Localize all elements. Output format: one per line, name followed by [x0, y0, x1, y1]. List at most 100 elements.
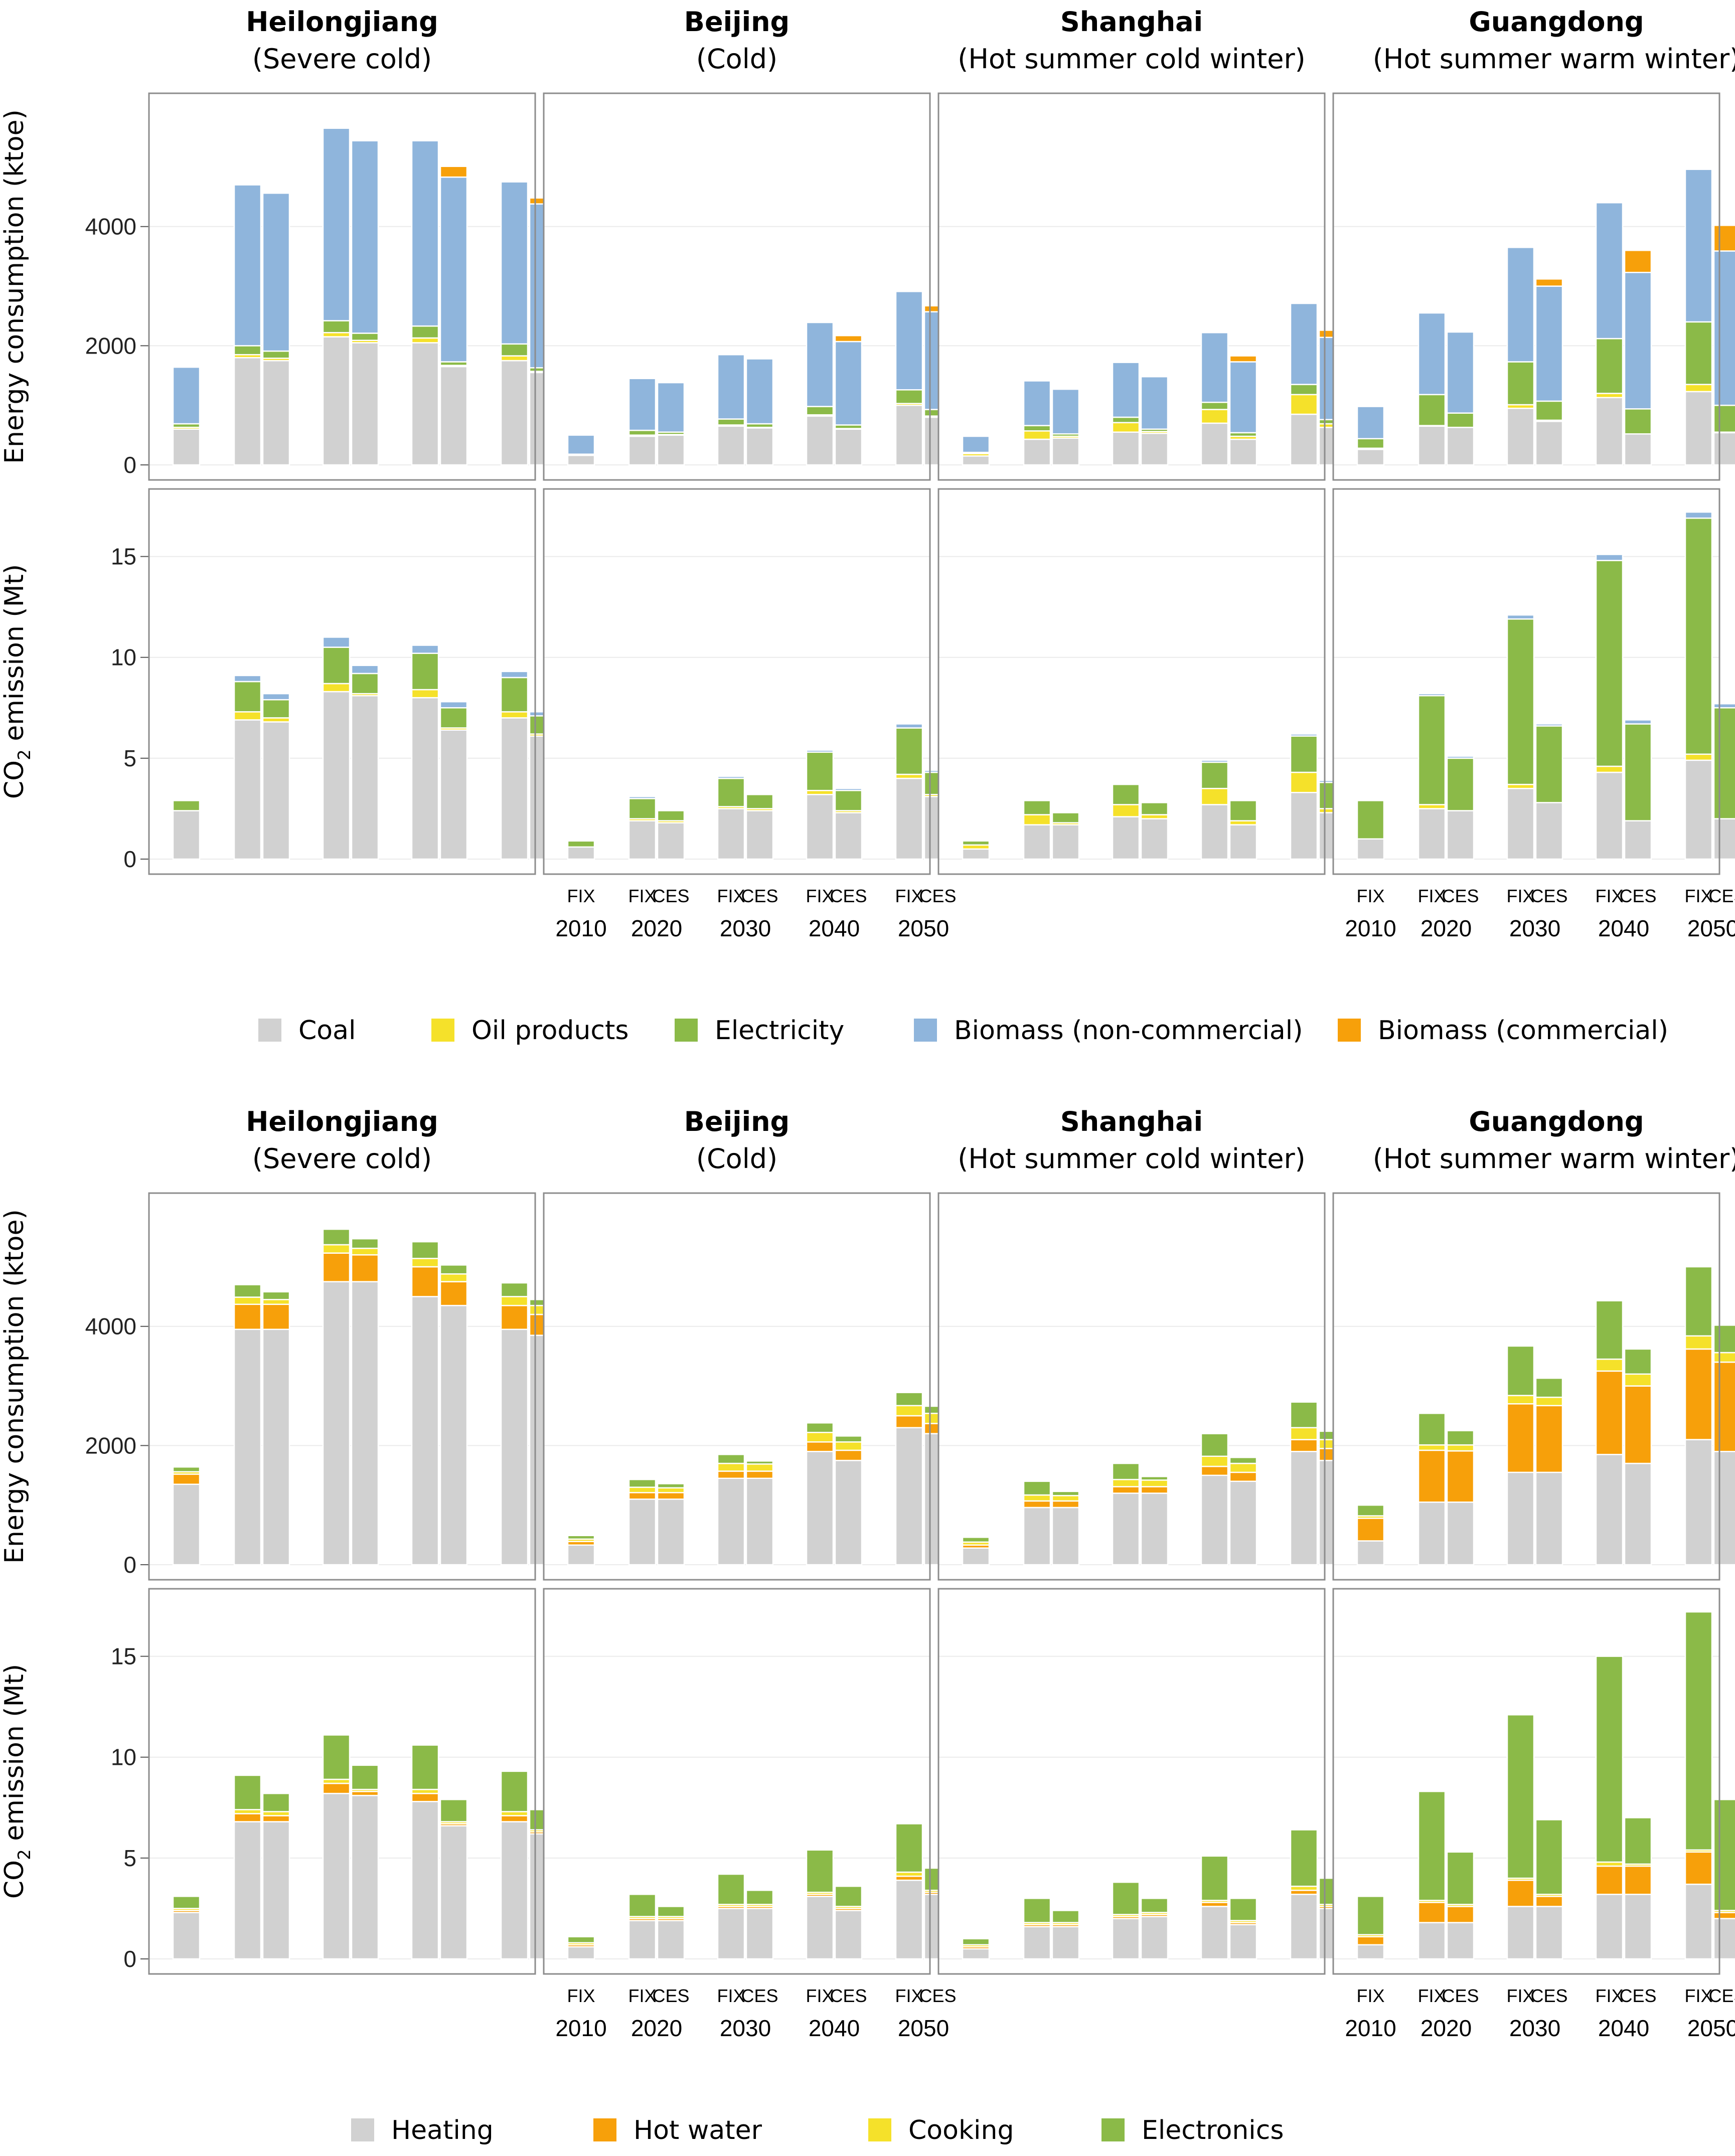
bar-segment-coal — [962, 455, 990, 466]
x-scenario-label: FIX — [1684, 1985, 1712, 2006]
bar-segment-coal — [745, 427, 774, 466]
bar-segment-electricity — [1140, 802, 1169, 815]
bar-segment-heating — [567, 1946, 595, 1960]
bar-segment-coal — [1713, 818, 1735, 860]
region-climate-heilongjiang: (Severe cold) — [252, 1143, 432, 1175]
x-scenario-label: FIX — [1417, 886, 1446, 906]
bar-segment-electronics — [1713, 1324, 1735, 1354]
bar-segment-hot-water — [262, 1303, 290, 1330]
x-scenario-label: CES — [652, 886, 689, 906]
bar-segment-electronics — [322, 1228, 351, 1246]
panel-border — [1332, 488, 1720, 875]
bar-segment-coal — [1290, 792, 1318, 860]
x-scenario-label: CES — [919, 886, 956, 906]
bar-segment-hot-water — [1624, 1865, 1652, 1895]
bar-segment-coal — [322, 336, 351, 466]
bar-segment-biomass-non-commercial- — [439, 701, 468, 709]
x-scenario-label: FIX — [895, 1985, 923, 2006]
bar-segment-heating — [657, 1920, 685, 1960]
bar-segment-heating — [322, 1281, 351, 1566]
bar-segment-coal — [1446, 426, 1475, 466]
x-year-label: 2030 — [1509, 915, 1560, 941]
bar-segment-heating — [1535, 1906, 1563, 1960]
bar-segment-oil-products — [500, 355, 529, 362]
bar-segment-electronics — [628, 1894, 657, 1917]
x-scenario-label: FIX — [1417, 1985, 1446, 2006]
bar-segment-coal — [439, 366, 468, 466]
bar-segment-coal — [1051, 437, 1080, 466]
legend-label: Cooking — [908, 2115, 1014, 2145]
bar-segment-hot-water — [1417, 1902, 1446, 1923]
y-axis-label-co2: CO2 emission (Mt) — [0, 1664, 35, 1899]
bar-segment-electronics — [1140, 1898, 1169, 1913]
panel-beijing-co2 — [543, 488, 952, 875]
bar-segment-electronics — [233, 1774, 262, 1810]
bar-segment-hot-water — [1535, 1896, 1563, 1907]
x-year-label: 2020 — [631, 2015, 682, 2041]
bar-segment-heating — [439, 1825, 468, 1960]
bar-segment-coal — [351, 342, 379, 466]
bar-segment-hot-water — [1595, 1865, 1624, 1895]
bar-segment-electronics — [745, 1460, 774, 1465]
bar-segment-electronics — [172, 1896, 201, 1909]
bar-segment-electronics — [262, 1792, 290, 1812]
bar-segment-oil-products — [233, 711, 262, 721]
bar-segment-oil-products — [1595, 765, 1624, 773]
bar-segment-biomass-non-commercial- — [1112, 362, 1140, 418]
bar-segment-biomass-commercial- — [834, 335, 863, 343]
bar-segment-cooking — [834, 1441, 863, 1451]
bar-segment-oil-products — [1684, 384, 1713, 393]
bar-segment-heating — [1290, 1451, 1318, 1566]
bar-segment-hot-water — [500, 1815, 529, 1822]
x-scenario-label: CES — [1708, 1985, 1735, 2006]
y-tick-label: 5 — [123, 1845, 136, 1871]
x-year-label: 2010 — [1345, 2015, 1396, 2041]
bar-segment-cooking — [1200, 1455, 1229, 1467]
bar-segment-electronics — [962, 1938, 990, 1946]
bar-segment-electronics — [895, 1823, 923, 1873]
bar-segment-oil-products — [411, 689, 439, 699]
y-axis-label-co2: CO2 emission (Mt) — [0, 564, 35, 799]
bar-segment-electricity — [1535, 725, 1563, 803]
x-scenario-label: FIX — [628, 1985, 656, 2006]
panel-border — [543, 1588, 931, 1975]
bar-segment-heating — [351, 1281, 379, 1566]
bar-segment-electronics — [717, 1873, 745, 1905]
bar-segment-coal — [1713, 432, 1735, 466]
x-scenario-label: CES — [1708, 886, 1735, 906]
bar-segment-electricity — [411, 652, 439, 691]
bar-segment-biomass-commercial- — [1229, 355, 1257, 363]
bar-segment-coal — [1140, 432, 1169, 466]
bar-segment-cooking — [1713, 1352, 1735, 1363]
bar-segment-electronics — [1290, 1401, 1318, 1428]
x-year-label: 2040 — [1598, 915, 1649, 941]
bar-segment-biomass-non-commercial- — [657, 382, 685, 433]
bar-segment-biomass-non-commercial- — [1290, 302, 1318, 385]
bar-segment-electricity — [657, 810, 685, 821]
bar-segment-coal — [834, 812, 863, 860]
bar-segment-biomass-non-commercial- — [1684, 511, 1713, 519]
bar-segment-electricity — [567, 840, 595, 848]
y-tick-label: 0 — [123, 1946, 136, 1972]
region-title-beijing: Beijing — [684, 1106, 790, 1137]
bar-segment-electronics — [806, 1849, 834, 1893]
x-scenario-label: FIX — [895, 886, 923, 906]
x-scenario-label: FIX — [717, 1985, 745, 2006]
bar-segment-heating — [1506, 1471, 1535, 1566]
bar-segment-heating — [895, 1427, 923, 1566]
x-scenario-label: FIX — [806, 1985, 834, 2006]
bar-segment-coal — [1200, 804, 1229, 860]
bar-segment-heating — [834, 1459, 863, 1566]
bar-segment-hot-water — [1684, 1851, 1713, 1885]
bar-segment-electricity — [1356, 438, 1385, 449]
bar-segment-electronics — [1595, 1655, 1624, 1863]
bar-segment-electricity — [500, 677, 529, 713]
bar-segment-electronics — [1051, 1490, 1080, 1497]
bar-segment-hot-water — [1229, 1471, 1257, 1482]
bar-segment-coal — [717, 425, 745, 466]
x-scenario-label: FIX — [1595, 1985, 1623, 2006]
bar-segment-heating — [500, 1329, 529, 1566]
bar-segment-electricity — [500, 343, 529, 357]
bar-segment-biomass-non-commercial- — [351, 665, 379, 675]
bar-segment-electronics — [1290, 1829, 1318, 1887]
